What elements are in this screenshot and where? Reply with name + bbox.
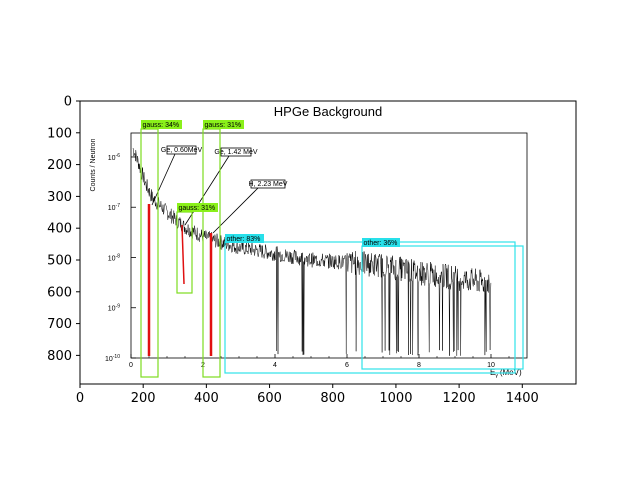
inner-y-tick-exp: -6: [116, 153, 121, 159]
outer-x-tick-label: 1400: [506, 391, 539, 406]
inner-x-tick-label: 6: [345, 362, 349, 369]
inner-x-tick-label: 4: [273, 362, 277, 369]
peak-arrow-1: [151, 153, 176, 206]
outer-x-tick-label: 200: [131, 391, 156, 406]
inner-y-tick-exp: -9: [116, 304, 121, 310]
gauss-tag-2: [203, 120, 244, 129]
peak-label-3: H, 2.23 MeV: [249, 181, 288, 188]
peak-label-box-2: [220, 147, 252, 157]
outer-y-tick-label: 400: [47, 222, 72, 237]
spectrum-layer: [132, 148, 492, 356]
gauss-tag-3-text: gauss: 31%: [179, 205, 216, 212]
inner-y-tick-label: 10-9: [108, 304, 120, 313]
overlay-boxes: gauss: 34% gauss: 31% gauss: 31% other: …: [140, 120, 524, 378]
other-tag-2: [362, 238, 400, 247]
inner-y-tick-label: 10-10: [105, 354, 120, 363]
other-tag-2-text: other: 36%: [364, 240, 398, 247]
peak-label-2: Ge, 1.42 MeV: [214, 149, 258, 156]
inner-x-label-sub: γ: [495, 373, 498, 379]
inner-y-tick-base: 10: [108, 306, 116, 313]
inner-x-tick-label: 0: [129, 362, 133, 369]
peak-label-box-1: [166, 145, 197, 155]
gauss-tag-3: [177, 203, 218, 212]
inner-y-tick-base: 10: [108, 205, 116, 212]
outer-x-ticks: 0 200 400 600 800 1000 1200 1400: [76, 384, 539, 406]
peak-label-box-3: [250, 179, 286, 189]
outer-axes-frame: [79, 100, 577, 385]
outer-x-tick-label: 1000: [379, 391, 412, 406]
outer-x-tick-label: 0: [76, 391, 84, 406]
inner-y-tick-exp: -8: [116, 253, 121, 259]
outer-y-tick-label: 100: [47, 126, 72, 141]
gauss-tag-1-text: gauss: 34%: [143, 122, 180, 129]
gauss-tag-1: [141, 120, 182, 129]
other-tag-1: [225, 234, 264, 243]
outer-y-tick-label: 200: [47, 158, 72, 173]
inner-x-tick-label: 8: [417, 362, 421, 369]
gauss-tag-2-text: gauss: 31%: [205, 122, 242, 129]
outer-x-tick-label: 600: [257, 391, 282, 406]
outer-y-tick-label: 0: [64, 95, 72, 110]
other-tag-1-text: other: 83%: [227, 236, 261, 243]
inner-y-tick-base: 10: [105, 356, 113, 363]
inner-y-tick-base: 10: [108, 255, 116, 262]
other-box-1: [224, 241, 516, 374]
outer-y-tick-label: 800: [47, 349, 72, 364]
outer-y-tick-label: 300: [47, 190, 72, 205]
inner-y-ticks: 10-610-710-810-910-10: [105, 153, 136, 363]
fit-line-1.4: [181, 224, 185, 285]
inner-y-tick-exp: -7: [116, 203, 121, 209]
inner-y-tick-label: 10-6: [108, 153, 120, 162]
inner-x-ticks: 0 2 4 6 8 10: [129, 354, 510, 369]
spectrum-line: [132, 148, 492, 356]
outer-y-tick-label: 600: [47, 285, 72, 300]
inner-y-tick-base: 10: [108, 155, 116, 162]
inner-x-tick-label: 10: [487, 362, 495, 369]
outer-x-tick-label: 800: [320, 391, 345, 406]
outer-y-tick-label: 500: [47, 253, 72, 268]
inner-title: HPGe Background: [274, 104, 382, 119]
inner-y-tick-label: 10-7: [108, 203, 120, 212]
outer-x-tick-label: 400: [194, 391, 219, 406]
other-box-2: [361, 245, 524, 370]
outer-y-ticks: 0 100 200 300 400 500 600 700 800: [47, 95, 80, 364]
peak-label-1: Ge, 0.60MeV: [161, 147, 203, 154]
inner-y-label: Counts / Neutron: [90, 138, 97, 191]
inner-y-tick-exp: -10: [113, 354, 120, 360]
outer-x-tick-label: 1200: [443, 391, 476, 406]
outer-y-tick-label: 700: [47, 317, 72, 332]
inner-y-tick-label: 10-8: [108, 253, 120, 262]
